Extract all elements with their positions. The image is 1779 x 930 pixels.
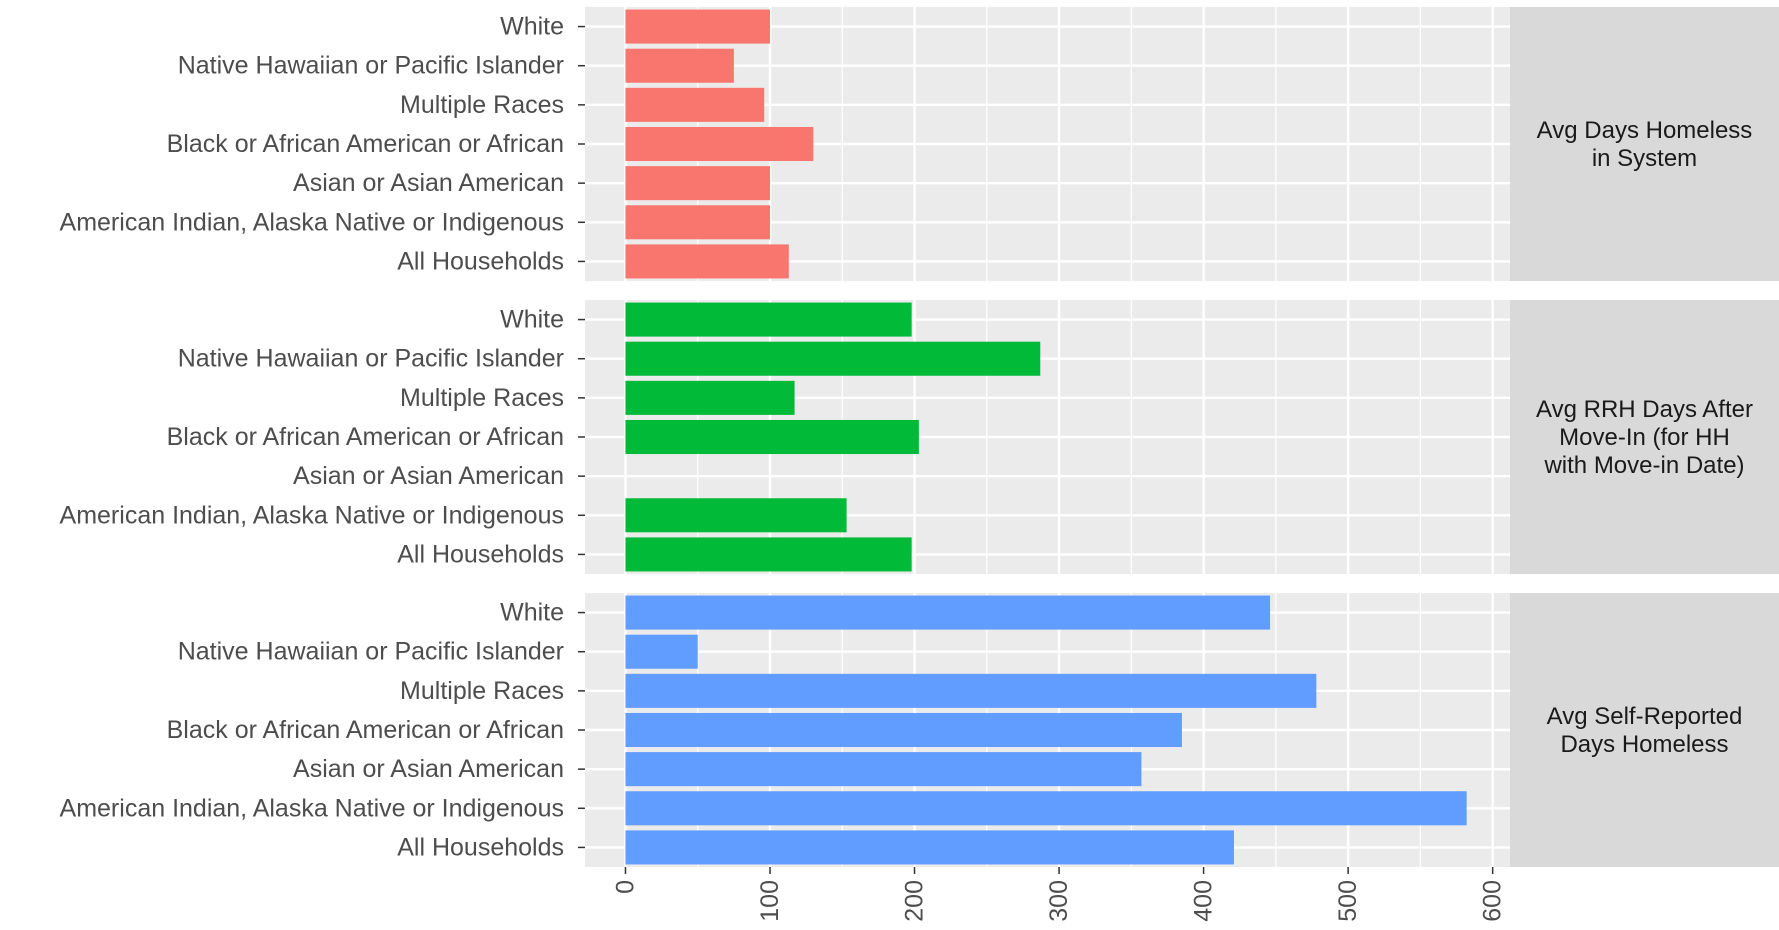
category-label: Asian or Asian American (293, 755, 564, 783)
bar (625, 498, 847, 533)
facet-strip-label: Avg Self-Reported Days Homeless (1547, 703, 1743, 758)
bar (625, 595, 1271, 630)
category-label: All Households (397, 833, 564, 861)
bar (625, 673, 1317, 708)
bar (625, 87, 765, 122)
facet-strip-label-line: Avg Self-Reported (1547, 703, 1743, 730)
bar (625, 419, 919, 455)
category-label: Multiple Races (400, 91, 564, 119)
facet-strip-label-line: in System (1592, 145, 1697, 172)
x-tick-label: 400 (1190, 880, 1218, 922)
facet-strip (1510, 593, 1779, 867)
category-label: All Households (397, 540, 564, 568)
x-tick-label: 600 (1479, 880, 1507, 922)
x-tick-label: 500 (1334, 880, 1362, 922)
bar (625, 166, 770, 201)
category-label: Asian or Asian American (293, 169, 564, 197)
bar (625, 634, 698, 669)
bar (625, 9, 770, 44)
category-label: Multiple Races (400, 677, 564, 705)
bar (625, 205, 770, 240)
bar (625, 126, 814, 162)
x-tick-label: 0 (611, 880, 639, 894)
category-label: Black or African American or African (167, 716, 564, 744)
category-label: Black or African American or African (167, 423, 564, 451)
facet-strip (1510, 300, 1779, 574)
bar (625, 48, 734, 83)
facet-strip (1510, 7, 1779, 281)
x-tick-label: 200 (901, 880, 929, 922)
bar (625, 791, 1467, 826)
facet-strip-label: Avg RRH Days After Move-In (for HH with Mo… (1536, 396, 1753, 479)
facet-strip-label-line: Days Homeless (1560, 731, 1728, 758)
category-label: American Indian, Alaska Native or Indige… (60, 501, 564, 529)
category-label: American Indian, Alaska Native or Indige… (60, 208, 564, 236)
category-label: White (500, 599, 564, 627)
category-label: Black or African American or African (167, 130, 564, 158)
bar (625, 830, 1234, 865)
category-label: American Indian, Alaska Native or Indige… (60, 794, 564, 822)
category-label: White (500, 306, 564, 334)
category-label: Asian or Asian American (293, 462, 564, 490)
bar (625, 752, 1142, 787)
category-label: White (500, 13, 564, 41)
x-tick-label: 100 (756, 880, 784, 922)
category-label: Native Hawaiian or Pacific Islander (178, 52, 564, 80)
bar (625, 302, 912, 337)
category-label: Multiple Races (400, 384, 564, 412)
bar (625, 380, 795, 415)
bar (625, 712, 1182, 748)
bar (625, 537, 912, 572)
facet-strip-label-line: Move-In (for HH (1559, 424, 1730, 451)
x-tick-label: 300 (1045, 880, 1073, 922)
bar (625, 341, 1041, 376)
bar (625, 244, 789, 279)
category-label: Native Hawaiian or Pacific Islander (178, 345, 564, 373)
category-label: All Households (397, 247, 564, 275)
category-label: Native Hawaiian or Pacific Islander (178, 638, 564, 666)
facet-strip-label-line: Avg RRH Days After (1536, 396, 1753, 423)
facet-strip-label: Avg Days Homeless in System (1537, 117, 1753, 172)
facet-strip-label-line: with Move-in Date) (1543, 452, 1744, 479)
facet-strip-label-line: Avg Days Homeless (1537, 117, 1753, 144)
